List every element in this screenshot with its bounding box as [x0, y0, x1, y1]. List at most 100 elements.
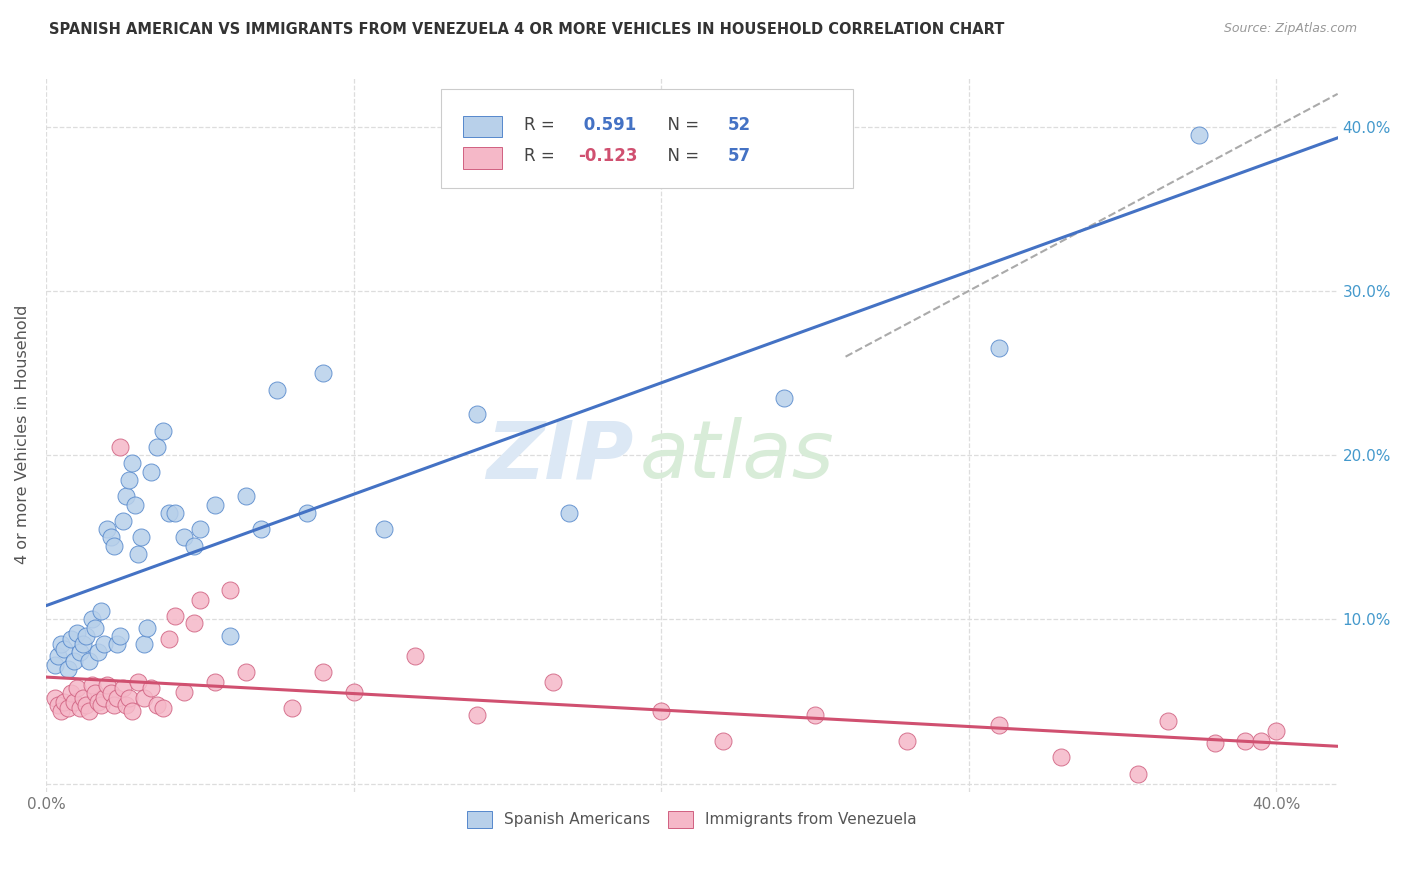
Point — [131, 530, 153, 544]
Point — [152, 424, 174, 438]
Point — [105, 637, 128, 651]
Point — [157, 632, 180, 647]
Point — [173, 530, 195, 544]
Point — [219, 629, 242, 643]
Point — [281, 701, 304, 715]
Point — [100, 530, 122, 544]
Point — [77, 654, 100, 668]
Point — [804, 707, 827, 722]
Point — [136, 621, 159, 635]
Point — [711, 734, 734, 748]
Point — [219, 582, 242, 597]
Point — [77, 705, 100, 719]
Point — [204, 674, 226, 689]
Point — [145, 440, 167, 454]
Text: 0.591: 0.591 — [578, 116, 637, 134]
Point — [93, 637, 115, 651]
Point — [115, 698, 138, 712]
Point — [103, 539, 125, 553]
Point — [69, 645, 91, 659]
Point — [139, 465, 162, 479]
Point — [75, 698, 97, 712]
Text: R =: R = — [524, 116, 560, 134]
Point — [1265, 724, 1288, 739]
Point — [51, 637, 73, 651]
Point — [87, 695, 110, 709]
Point — [118, 473, 141, 487]
Text: N =: N = — [657, 147, 704, 165]
Point — [108, 440, 131, 454]
Point — [896, 734, 918, 748]
Point — [266, 383, 288, 397]
Text: SPANISH AMERICAN VS IMMIGRANTS FROM VENEZUELA 4 OR MORE VEHICLES IN HOUSEHOLD CO: SPANISH AMERICAN VS IMMIGRANTS FROM VENE… — [49, 22, 1004, 37]
Legend: Spanish Americans, Immigrants from Venezuela: Spanish Americans, Immigrants from Venez… — [461, 805, 922, 834]
Point — [465, 707, 488, 722]
Point — [53, 695, 76, 709]
Point — [69, 701, 91, 715]
Point — [62, 695, 84, 709]
Point — [82, 612, 104, 626]
Point — [1250, 734, 1272, 748]
Point — [373, 522, 395, 536]
Point — [96, 678, 118, 692]
Text: atlas: atlas — [640, 417, 835, 495]
Point — [558, 506, 581, 520]
Point — [152, 701, 174, 715]
Point — [465, 407, 488, 421]
Point — [312, 665, 335, 679]
Point — [165, 609, 187, 624]
Point — [84, 686, 107, 700]
Point — [1126, 767, 1149, 781]
Point — [59, 686, 82, 700]
Point — [111, 514, 134, 528]
Point — [204, 498, 226, 512]
Point — [127, 547, 149, 561]
Point — [1234, 734, 1257, 748]
Point — [108, 629, 131, 643]
Point — [342, 685, 364, 699]
Text: -0.123: -0.123 — [578, 147, 638, 165]
Y-axis label: 4 or more Vehicles in Household: 4 or more Vehicles in Household — [15, 305, 30, 565]
Point — [75, 629, 97, 643]
Point — [90, 698, 112, 712]
Point — [124, 498, 146, 512]
Point — [111, 681, 134, 696]
Point — [51, 705, 73, 719]
Point — [90, 604, 112, 618]
Point — [988, 342, 1011, 356]
Point — [235, 489, 257, 503]
Point — [1204, 736, 1226, 750]
Point — [173, 685, 195, 699]
Point — [44, 691, 66, 706]
Point — [56, 662, 79, 676]
Point — [650, 705, 672, 719]
Text: 57: 57 — [728, 147, 751, 165]
Text: N =: N = — [657, 116, 704, 134]
Point — [404, 648, 426, 663]
Point — [165, 506, 187, 520]
Text: R =: R = — [524, 147, 560, 165]
Point — [157, 506, 180, 520]
Point — [118, 691, 141, 706]
Point — [93, 691, 115, 706]
Point — [127, 674, 149, 689]
Point — [121, 705, 143, 719]
Point — [84, 621, 107, 635]
Point — [988, 717, 1011, 731]
Point — [44, 658, 66, 673]
Point — [543, 674, 565, 689]
Text: Source: ZipAtlas.com: Source: ZipAtlas.com — [1223, 22, 1357, 36]
Point — [66, 625, 89, 640]
Point — [96, 522, 118, 536]
Point — [250, 522, 273, 536]
Point — [72, 637, 94, 651]
Point — [103, 698, 125, 712]
Point — [59, 632, 82, 647]
Point — [46, 698, 69, 712]
Point — [53, 642, 76, 657]
FancyBboxPatch shape — [441, 89, 853, 188]
Point — [134, 691, 156, 706]
Bar — [463, 147, 502, 169]
Point — [297, 506, 319, 520]
Point — [72, 691, 94, 706]
